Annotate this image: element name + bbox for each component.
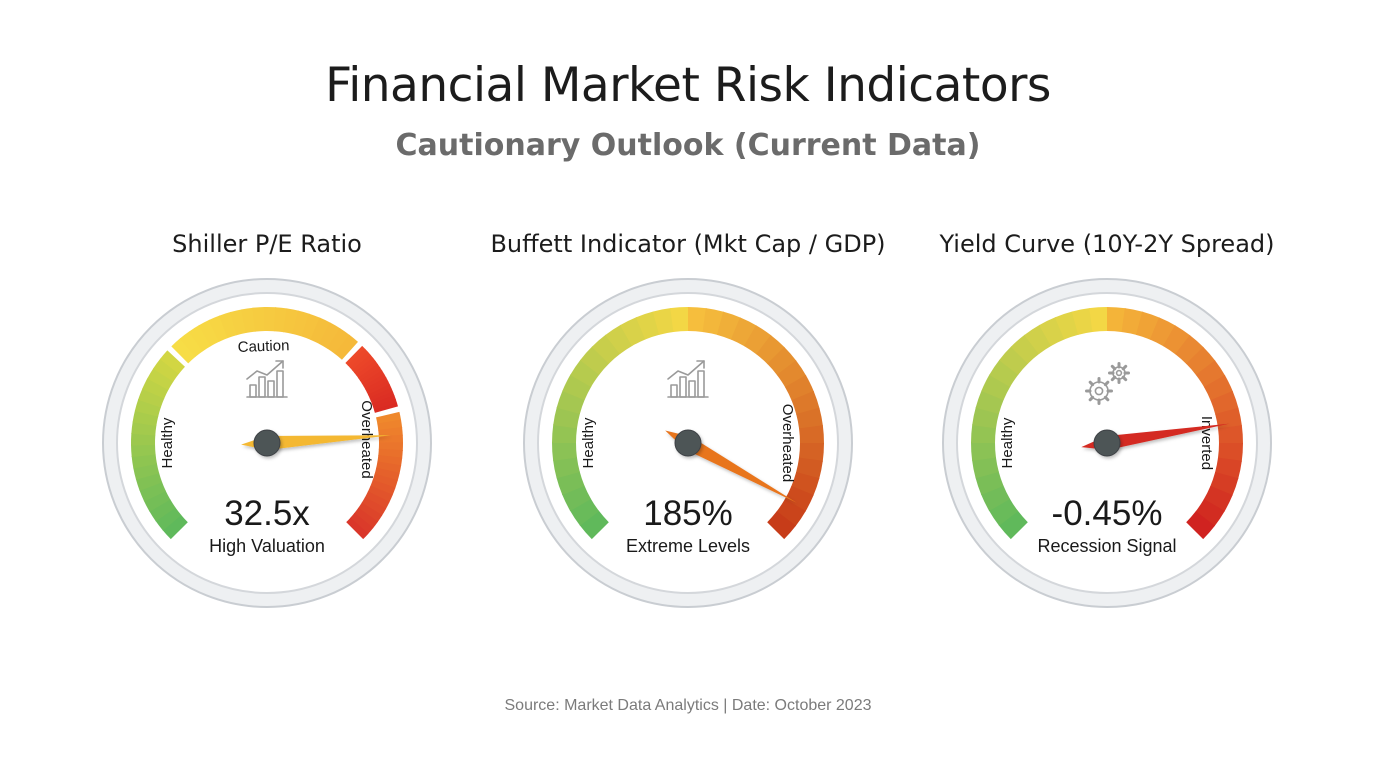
gauge-zone-caution xyxy=(171,306,358,364)
source-note: Source: Market Data Analytics | Date: Oc… xyxy=(504,697,872,714)
zone-label-healthy: Healthy xyxy=(159,417,176,468)
gauge-status-yield-curve: Recession Signal xyxy=(1037,536,1177,556)
bar-chart-trend-icon xyxy=(246,360,288,398)
gauge-value-shiller: 32.5x xyxy=(224,494,310,533)
page-subtitle: Cautionary Outlook (Current Data) xyxy=(395,128,981,163)
gauge-status-buffett: Extreme Levels xyxy=(625,536,751,556)
gauge-value-yield-curve: -0.45% xyxy=(1051,494,1163,533)
gauge-zone-healthy xyxy=(131,350,188,540)
zone-label-overheated: Overheated xyxy=(779,404,796,482)
gauge-yield-curve: Healthy Inverted xyxy=(942,278,1272,608)
zone-label-inverted: Inverted xyxy=(1198,416,1215,470)
gauge-zone-inverted xyxy=(1106,307,1243,540)
gauge-title-buffett: Buffett Indicator (Mkt Cap / GDP) xyxy=(490,230,886,258)
zone-label-caution: Caution xyxy=(237,337,289,356)
zone-label-healthy: Healthy xyxy=(580,417,597,468)
zone-label-overheated: Overheated xyxy=(358,400,375,478)
gauge-title-yield-curve: Yield Curve (10Y-2Y Spread) xyxy=(939,230,1275,258)
gauge-hub xyxy=(1093,429,1121,457)
gauge-shiller-pe: Healthy Caution Overheated xyxy=(102,278,432,608)
gauge-zone-overheated xyxy=(687,307,824,540)
gauge-zone-healthy xyxy=(971,306,1108,540)
gears-icon xyxy=(1085,362,1130,405)
page-title: Financial Market Risk Indicators xyxy=(325,58,1051,113)
gauge-hub xyxy=(253,429,281,457)
gauge-value-buffett: 185% xyxy=(643,494,733,533)
gauge-hub xyxy=(674,429,702,457)
gauge-zone-healthy xyxy=(552,306,689,540)
gauge-zone-danger xyxy=(345,345,398,413)
bar-chart-trend-icon xyxy=(667,360,709,398)
zone-label-healthy: Healthy xyxy=(999,417,1016,468)
gauge-zone-overheated xyxy=(346,411,403,540)
gauge-status-shiller: High Valuation xyxy=(209,536,325,556)
gauge-buffett-indicator: Healthy Overheated xyxy=(523,278,853,608)
gauge-title-shiller: Shiller P/E Ratio xyxy=(172,230,362,258)
